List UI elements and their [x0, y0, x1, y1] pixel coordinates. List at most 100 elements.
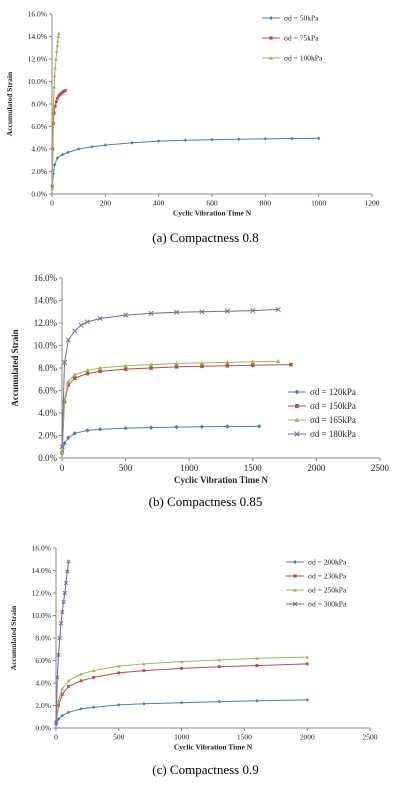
data-point [305, 662, 309, 666]
x-tick-label: 500 [113, 733, 125, 742]
data-point [123, 367, 128, 371]
legend-entry: σd = 300kPa [286, 600, 347, 609]
series-2 [60, 362, 293, 455]
data-point [142, 662, 146, 666]
data-point [174, 365, 179, 369]
data-point [59, 450, 65, 455]
y-tick-label: 0.0% [35, 724, 51, 733]
data-point [57, 31, 61, 35]
data-point [275, 306, 281, 313]
series-3 [50, 31, 61, 190]
series-line [61, 360, 279, 453]
data-point [76, 147, 81, 151]
data-point [56, 652, 61, 658]
legend-marker [269, 56, 273, 60]
legend-label: σd = 165kPa [310, 415, 356, 425]
y-tick-label: 4.0% [38, 408, 57, 418]
data-point [66, 678, 71, 683]
data-point [60, 692, 64, 696]
data-point [148, 362, 154, 367]
y-tick-label: 10.0% [28, 77, 47, 86]
data-point [123, 312, 129, 318]
data-point [217, 699, 222, 704]
data-point [55, 675, 60, 680]
data-point [57, 94, 61, 98]
data-point [305, 698, 309, 702]
data-point [53, 104, 57, 108]
data-point [66, 383, 71, 387]
legend-label: σd = 75kPa [284, 34, 319, 43]
y-tick-label: 0.0% [31, 190, 47, 199]
data-point [55, 43, 60, 47]
data-point [117, 664, 121, 668]
data-point [52, 162, 57, 167]
data-point [255, 698, 259, 703]
y-tick-label: 16.0% [28, 10, 47, 19]
legend-entry: σd = 250kPa [286, 586, 347, 595]
series-1 [59, 424, 262, 456]
data-point [50, 186, 55, 190]
data-point [316, 136, 321, 141]
data-point [156, 139, 161, 143]
data-point [305, 655, 309, 659]
data-point [72, 376, 77, 380]
data-point [62, 441, 67, 446]
data-point [56, 34, 61, 38]
data-point [98, 369, 102, 374]
x-axis-label: Cyclic Vibration Time N [174, 743, 253, 752]
y-axis-label: Accumulated Strain [9, 605, 18, 670]
data-point [52, 74, 57, 78]
data-point [97, 315, 103, 322]
data-point [250, 308, 256, 314]
data-point [78, 322, 84, 328]
legend-label: σd = 250kPa [308, 586, 347, 595]
data-point [72, 372, 77, 377]
x-tick-label: 500 [119, 463, 133, 473]
data-point [60, 686, 65, 691]
data-point [103, 143, 108, 147]
series-1 [50, 136, 321, 190]
series-1 [54, 698, 309, 727]
y-tick-label: 14.0% [28, 32, 47, 41]
y-tick-label: 2.0% [38, 431, 57, 441]
data-point [200, 364, 204, 369]
x-tick-label: 1000 [311, 199, 326, 208]
legend-marker [294, 389, 300, 395]
data-point [91, 668, 96, 673]
y-tick-label: 2.0% [35, 701, 51, 710]
series-4 [53, 559, 71, 725]
data-point [53, 66, 57, 70]
data-point [53, 720, 59, 725]
y-axis-label: Accumulated Strain [5, 71, 14, 136]
y-tick-label: 10.0% [32, 611, 51, 620]
data-point [57, 704, 60, 707]
data-point [56, 699, 61, 703]
chart-panel-b: 0.0% 2.0% 4.0% 6.0% 8.0% 10.0% 12.0% 14.0% 16.0%… [0, 262, 411, 522]
caption-c: (c) Compactness 0.9 [152, 762, 259, 777]
data-point [225, 360, 230, 365]
caption-b: (b) Compactness 0.85 [148, 494, 263, 509]
legend-entry: σd = 230kPa [286, 572, 347, 581]
series-4 [59, 306, 281, 450]
legend-entry: σd = 75kPa [262, 34, 319, 43]
legend-entry: σd = 120kPa [288, 387, 356, 397]
data-point [289, 362, 293, 367]
data-point [148, 310, 154, 316]
legend-marker [292, 601, 298, 607]
data-point [256, 424, 262, 429]
data-point [60, 609, 65, 615]
legend-entry: σd = 180kPa [288, 429, 356, 439]
y-tick-label: 8.0% [38, 363, 57, 373]
data-point [179, 659, 184, 664]
data-point [52, 85, 56, 89]
data-point [79, 707, 83, 711]
data-point [85, 371, 90, 376]
y-tick-label: 0.0% [38, 453, 57, 463]
data-point [85, 428, 90, 433]
x-tick-label: 1500 [237, 733, 252, 742]
data-point [180, 666, 184, 670]
data-point [173, 309, 180, 315]
legend-entry: σd = 100kPa [262, 54, 323, 63]
legend-marker [269, 16, 273, 20]
y-tick-label: 16.0% [32, 544, 51, 553]
